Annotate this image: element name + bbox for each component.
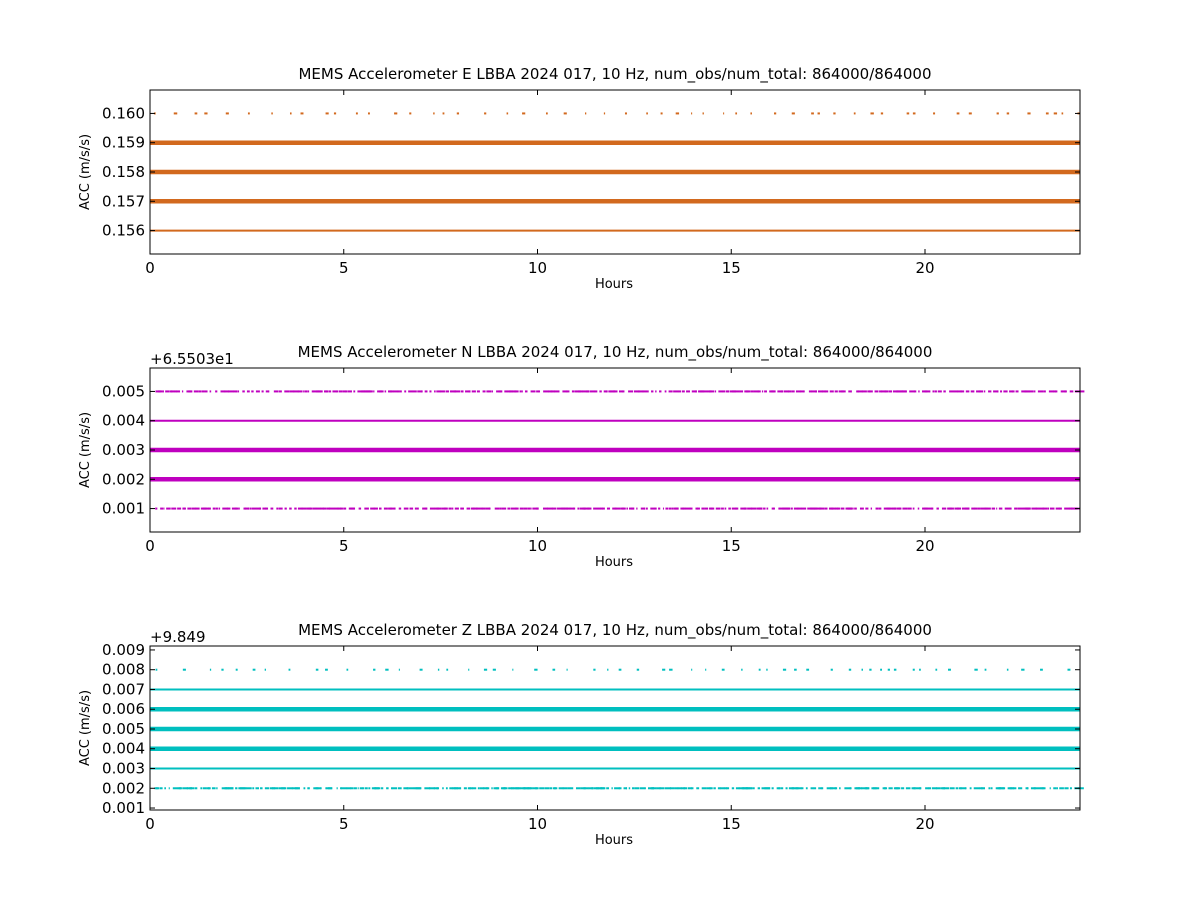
x-tick-label: 0: [145, 537, 155, 555]
y-tick-label: 0.007: [102, 680, 145, 698]
x-tick-label: 5: [339, 537, 349, 555]
plot-frame: [149, 89, 1081, 255]
plot-frame: [149, 645, 1081, 811]
data-marks: [150, 668, 1084, 790]
x-tick-label: 10: [528, 815, 547, 833]
x-axis-label: Hours: [595, 833, 633, 848]
panel-east: MEMS Accelerometer E LBBA 2024 017, 10 H…: [78, 65, 1081, 292]
y-tick-label: 0.156: [102, 222, 145, 240]
y-tick-label: 0.006: [102, 700, 145, 718]
y-axis-label: ACC (m/s/s): [78, 690, 93, 766]
x-axis-label: Hours: [595, 555, 633, 570]
x-tick-label: 20: [915, 537, 934, 555]
x-axis-label: Hours: [595, 277, 633, 292]
x-tick-label: 20: [915, 259, 934, 277]
y-tick-label: 0.160: [102, 104, 145, 122]
x-tick-label: 0: [145, 259, 155, 277]
y-tick-label: 0.158: [102, 163, 145, 181]
x-tick-label: 15: [722, 259, 741, 277]
y-tick-label: 0.008: [102, 661, 145, 679]
y-tick-label: 0.002: [102, 779, 145, 797]
x-tick-label: 5: [339, 815, 349, 833]
plot-frame: [149, 367, 1081, 533]
y-tick-label: 0.003: [102, 441, 145, 459]
y-tick-label: 0.001: [102, 799, 145, 817]
x-tick-label: 20: [915, 815, 934, 833]
data-level-0: [155, 507, 1081, 510]
chart-title: MEMS Accelerometer Z LBBA 2024 017, 10 H…: [298, 621, 932, 640]
x-tick-label: 10: [528, 259, 547, 277]
x-tick-label: 10: [528, 537, 547, 555]
y-tick-label: 0.005: [102, 382, 145, 400]
panel-vertical: MEMS Accelerometer Z LBBA 2024 017, 10 H…: [78, 621, 1084, 848]
y-tick-label: 0.003: [102, 760, 145, 778]
y-tick-label: 0.159: [102, 134, 145, 152]
axis-ticks: 0 5 10 15 20 0.156 0.157 0.158 0.159 0.160: [102, 90, 1080, 277]
offset-label: +6.5503e1: [150, 350, 234, 368]
panel-north: MEMS Accelerometer N LBBA 2024 017, 10 H…: [78, 343, 1085, 570]
chart-title: MEMS Accelerometer N LBBA 2024 017, 10 H…: [298, 343, 933, 362]
data-level-4: [155, 390, 1085, 393]
data-level-6: [155, 668, 1071, 671]
y-tick-label: 0.001: [102, 500, 145, 518]
y-tick-label: 0.004: [102, 412, 145, 430]
y-tick-label: 0.157: [102, 192, 145, 210]
x-tick-label: 5: [339, 259, 349, 277]
y-tick-label: 0.002: [102, 470, 145, 488]
x-tick-label: 15: [722, 537, 741, 555]
data-level-0: [154, 787, 1084, 790]
x-tick-label: 15: [722, 815, 741, 833]
chart-title: MEMS Accelerometer E LBBA 2024 017, 10 H…: [298, 65, 931, 84]
y-tick-label: 0.009: [102, 641, 145, 659]
data-marks: [150, 112, 1081, 232]
offset-label: +9.849: [150, 628, 206, 646]
y-axis-label: ACC (m/s/s): [78, 412, 93, 488]
data-level-4: [153, 112, 1081, 115]
x-tick-label: 0: [145, 815, 155, 833]
y-tick-label: 0.005: [102, 720, 145, 738]
data-marks: [150, 390, 1085, 510]
y-tick-label: 0.004: [102, 740, 145, 758]
axis-ticks: 0 5 10 15 20 0.001 0.002 0.003 0.004 0.005: [102, 368, 1080, 555]
y-axis-label: ACC (m/s/s): [78, 134, 93, 210]
